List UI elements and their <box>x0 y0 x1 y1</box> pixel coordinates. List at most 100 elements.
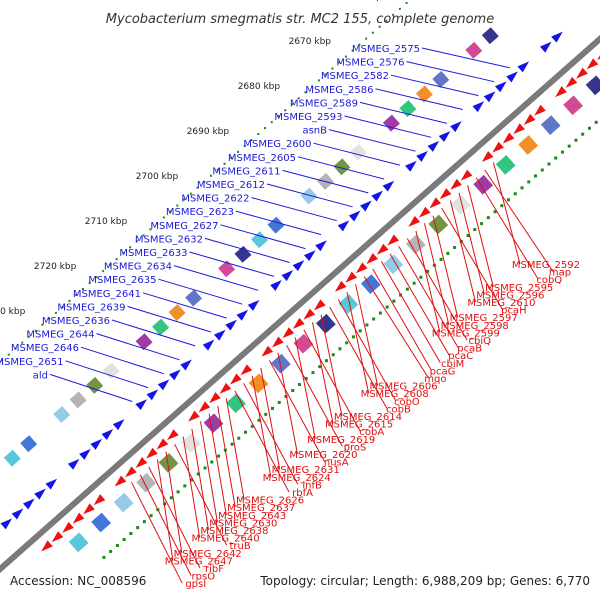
scale-tick <box>284 109 287 112</box>
feature-box <box>152 318 170 336</box>
scale-tick <box>466 234 470 238</box>
minus-gene-label: MSMEG_2614 <box>334 412 402 423</box>
plus-strand-gene-arrow <box>225 319 237 331</box>
plus-strand-gene-arrow <box>337 220 350 232</box>
minus-strand-gene-arrow <box>282 327 295 339</box>
scale-tick <box>136 526 140 530</box>
minus-strand-gene-arrow <box>565 76 578 88</box>
minus-leader-line <box>303 329 361 432</box>
minus-strand-gene-arrow <box>41 540 53 552</box>
scale-tick <box>581 132 585 136</box>
scale-label: 2730 kbp <box>0 307 26 317</box>
plus-leader-line <box>204 237 290 263</box>
scale-tick <box>176 490 180 494</box>
scale-label: 2660 kbp <box>340 0 383 2</box>
minus-leader-line <box>441 207 504 310</box>
scale-tick <box>270 121 273 124</box>
scale-tick <box>68 299 71 302</box>
plus-strand-gene-arrow <box>247 299 260 311</box>
scale-tick <box>513 192 517 196</box>
plus-strand-gene-arrow <box>157 379 170 391</box>
scale-tick <box>331 353 335 357</box>
feature-box <box>495 155 516 175</box>
scale-tick <box>318 365 322 369</box>
plus-strand-gene-arrow <box>494 81 507 93</box>
minus-gene-label: MSMEG_2631 <box>272 465 340 476</box>
scale-tick <box>351 335 355 339</box>
plus-strand-gene-arrow <box>371 190 383 202</box>
feature-box <box>102 362 120 380</box>
minus-gene-label: pcaH <box>501 306 527 317</box>
gene-labels: MSMEG_2575 MSMEG_2576 MSMEG_2582 MSMEG_2586… <box>0 44 580 590</box>
minus-strand-genes <box>41 49 600 552</box>
scale-tick <box>122 538 126 542</box>
minus-leader-line <box>355 284 379 386</box>
scale-tick <box>183 198 186 201</box>
plus-strand-gene-arrow <box>34 488 46 500</box>
plus-strand-gene-arrow <box>517 61 530 73</box>
minus-strand-gene-arrow <box>481 151 494 162</box>
scale-tick <box>304 377 308 381</box>
map-title: Mycobacterium smegmatis str. MC2 155, co… <box>106 12 494 27</box>
feature-box <box>248 373 269 394</box>
scale-tick <box>0 359 3 362</box>
plus-strand-gene-arrow <box>270 280 282 291</box>
minus-leader-line <box>234 390 290 493</box>
plus-leader-line <box>282 169 369 194</box>
minus-strand-gene-arrow <box>418 206 431 218</box>
scale-tick <box>365 37 368 40</box>
scale-tick <box>54 311 57 314</box>
scale-tick <box>203 180 206 183</box>
minus-leader-line <box>475 177 539 280</box>
scale-tick <box>7 353 10 356</box>
plus-strand-gene-arrow <box>112 419 125 431</box>
feature-box <box>68 532 89 553</box>
minus-strand-gene-arrow <box>523 113 536 125</box>
minus-leader-line <box>432 215 459 318</box>
minus-leader-line <box>182 436 201 538</box>
minus-strand-gene-arrow <box>230 373 242 385</box>
scale-tick <box>291 389 295 393</box>
minus-strand-gene-arrow <box>345 271 358 283</box>
minus-leader-line <box>329 306 388 409</box>
scale-tick <box>95 276 98 279</box>
feature-box <box>135 333 153 351</box>
feature-box <box>267 216 285 234</box>
scale-tick <box>129 246 132 249</box>
feature-box <box>399 100 417 118</box>
scale-tick <box>223 162 226 165</box>
scale-tick <box>156 222 159 225</box>
minus-leader-line <box>346 291 370 394</box>
scale-tick <box>385 19 388 22</box>
plus-leader-line <box>49 373 133 402</box>
scale-label: 2710 kbp <box>85 217 128 227</box>
minus-gene-label: infB <box>302 480 322 491</box>
scale-tick <box>122 252 125 255</box>
scale-tick <box>149 514 153 518</box>
minus-leader-line <box>286 344 343 447</box>
minus-strand-gene-arrow <box>576 67 588 79</box>
scale-tick <box>372 317 376 321</box>
scale-tick <box>81 288 84 291</box>
plus-leader-line <box>406 61 495 83</box>
minus-gene-label: cobB <box>386 404 411 415</box>
scale-tick <box>405 287 409 291</box>
feature-box <box>226 393 246 414</box>
scale-tick <box>210 460 214 464</box>
plus-strand-gene-arrow <box>382 180 395 192</box>
plus-strand-gene-arrow <box>551 31 563 43</box>
plus-strand-gene-arrow <box>483 91 496 103</box>
feature-box <box>53 406 71 423</box>
feature-box <box>349 143 367 161</box>
minus-leader-line <box>277 352 298 455</box>
scale-tick <box>351 49 354 52</box>
scale-tick <box>419 275 423 279</box>
scale-tick <box>196 186 199 189</box>
minus-strand-gene-arrow <box>188 410 200 422</box>
plus-strand-gene-arrow <box>292 260 305 272</box>
plus-strand-gene-arrow <box>79 448 91 460</box>
feature-box <box>450 194 471 215</box>
plus-strand-gene-arrow <box>11 508 24 520</box>
minus-leader-line <box>139 474 192 576</box>
